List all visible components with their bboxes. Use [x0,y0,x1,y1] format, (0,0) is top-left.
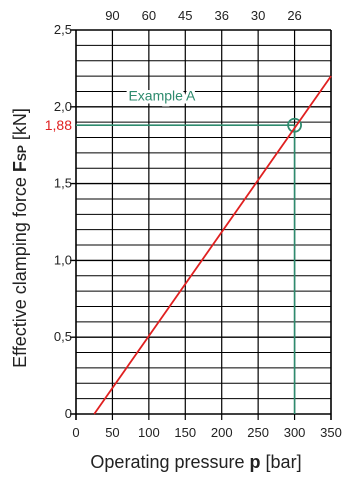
x-tick-label: 200 [211,425,233,440]
y-axis-title-variable: F [10,161,30,172]
y-tick-label: 2,0 [54,99,72,114]
x-tick-labels: 0 50 100 150 200 250 300 350 [72,425,341,440]
x-axis-title-unit: [bar] [266,452,302,472]
x-axis-title-prefix: Operating pressure [90,452,244,472]
top-tick-label: 45 [178,8,192,23]
x-axis-title: Operating pressure p [bar] [90,452,301,472]
example-label: Example A [128,88,196,104]
x-tick-label: 0 [72,425,79,440]
force-line [93,75,332,415]
x-tick-label: 350 [320,425,342,440]
example-y-value: 1,88 [45,117,72,133]
top-tick-label: 60 [142,8,156,23]
top-tick-label: 90 [105,8,119,23]
y-tick-label: 2,5 [54,22,72,37]
y-tick-label: 0,5 [54,329,72,344]
x-tick-label: 300 [284,425,306,440]
x-tick-label: 100 [138,425,160,440]
y-axis-title-subscript: SP [15,145,29,161]
y-axis-title-unit: [kN] [10,108,30,140]
series-layer [93,75,332,415]
annotation-layer: Example A 1,88 [45,85,302,414]
y-tick-label: 0 [65,406,72,421]
y-tick-label: 1,5 [54,176,72,191]
y-axis-title: Effective clamping force FSP [kN] [10,108,30,368]
x-tick-label: 150 [174,425,196,440]
top-tick-label: 36 [214,8,228,23]
y-tick-labels: 0 0,5 1,0 1,5 2,0 2,5 [54,22,72,421]
major-gridlines [70,29,332,420]
top-tick-label: 30 [251,8,265,23]
minor-gridlines [76,44,331,400]
top-tick-label: 26 [287,8,301,23]
y-tick-label: 1,0 [54,252,72,267]
y-axis-title-prefix: Effective clamping force [10,177,30,368]
x-tick-label: 50 [105,425,119,440]
x-axis-title-variable: p [250,452,261,472]
x-tick-label: 250 [247,425,269,440]
top-tick-labels: 90 60 45 36 30 26 [105,8,302,23]
example-marker [287,117,302,133]
